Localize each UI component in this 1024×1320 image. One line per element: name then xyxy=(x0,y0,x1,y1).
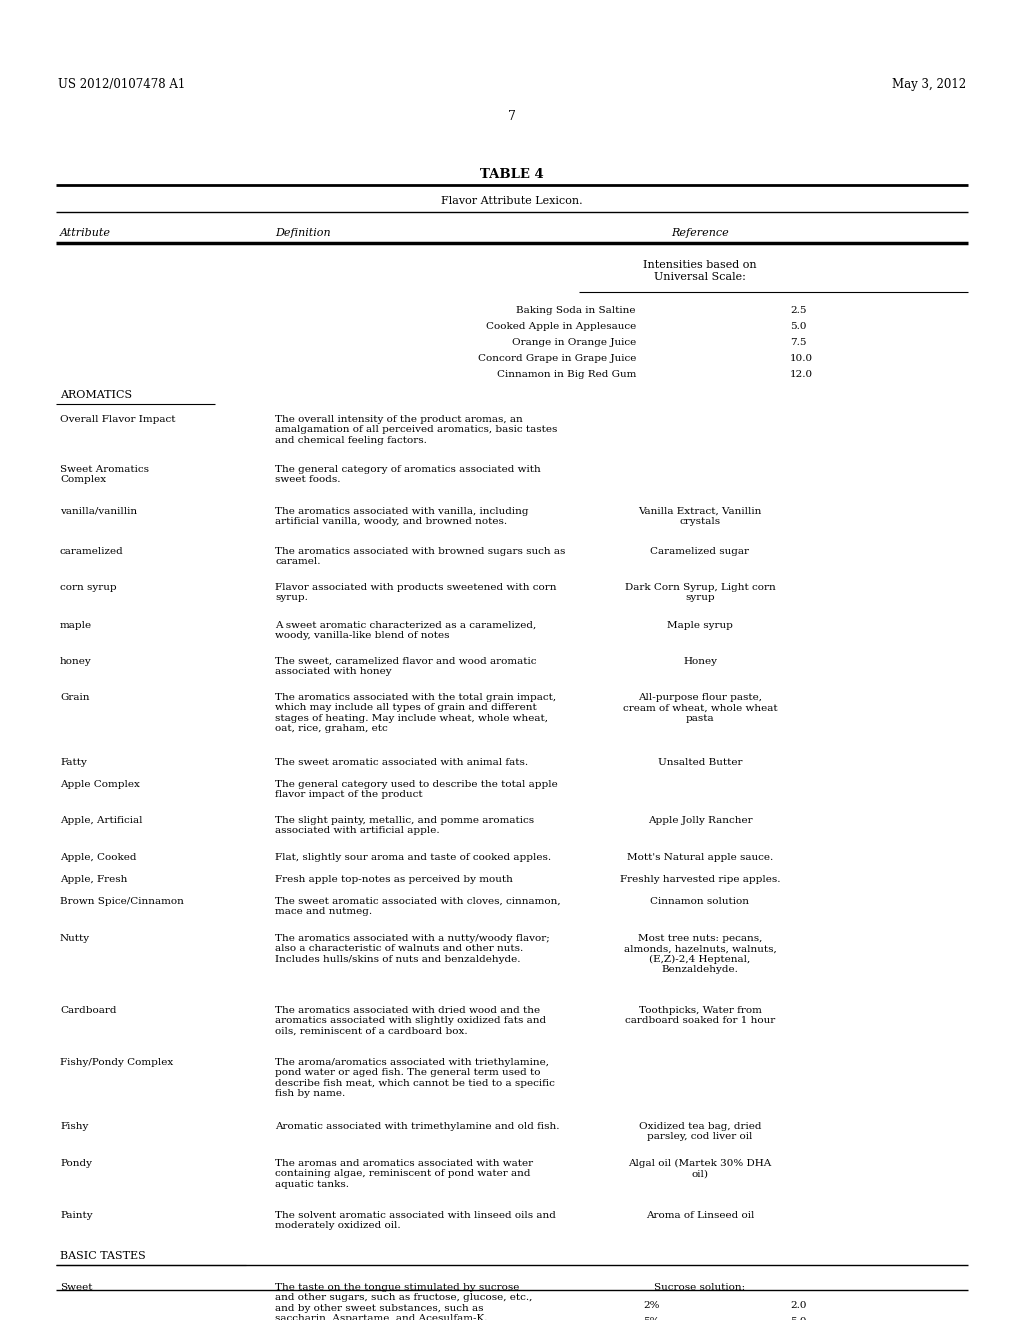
Text: The general category used to describe the total apple
flavor impact of the produ: The general category used to describe th… xyxy=(275,780,558,800)
Text: The overall intensity of the product aromas, an
amalgamation of all perceived ar: The overall intensity of the product aro… xyxy=(275,414,557,445)
Text: The aromatics associated with browned sugars such as
caramel.: The aromatics associated with browned su… xyxy=(275,546,565,566)
Text: corn syrup: corn syrup xyxy=(60,583,117,591)
Text: Caramelized sugar: Caramelized sugar xyxy=(650,546,750,556)
Text: The aromatics associated with vanilla, including
artificial vanilla, woody, and : The aromatics associated with vanilla, i… xyxy=(275,507,528,527)
Text: Sweet: Sweet xyxy=(60,1283,92,1292)
Text: honey: honey xyxy=(60,657,92,667)
Text: The sweet, caramelized flavor and wood aromatic
associated with honey: The sweet, caramelized flavor and wood a… xyxy=(275,657,537,676)
Text: AROMATICS: AROMATICS xyxy=(60,389,132,400)
Text: Concord Grape in Grape Juice: Concord Grape in Grape Juice xyxy=(477,354,636,363)
Text: Toothpicks, Water from
cardboard soaked for 1 hour: Toothpicks, Water from cardboard soaked … xyxy=(625,1006,775,1026)
Text: All-purpose flour paste,
cream of wheat, whole wheat
pasta: All-purpose flour paste, cream of wheat,… xyxy=(623,693,777,723)
Text: Apple, Cooked: Apple, Cooked xyxy=(60,853,136,862)
Text: The solvent aromatic associated with linseed oils and
moderately oxidized oil.: The solvent aromatic associated with lin… xyxy=(275,1210,556,1230)
Text: Cooked Apple in Applesauce: Cooked Apple in Applesauce xyxy=(485,322,636,331)
Text: Unsalted Butter: Unsalted Butter xyxy=(657,758,742,767)
Text: Overall Flavor Impact: Overall Flavor Impact xyxy=(60,414,175,424)
Text: Fishy: Fishy xyxy=(60,1122,88,1131)
Text: Most tree nuts: pecans,
almonds, hazelnuts, walnuts,
(E,Z)-2,4 Heptenal,
Benzald: Most tree nuts: pecans, almonds, hazelnu… xyxy=(624,935,776,974)
Text: 2%: 2% xyxy=(643,1302,660,1309)
Text: Cinnamon solution: Cinnamon solution xyxy=(650,898,750,906)
Text: The taste on the tongue stimulated by sucrose
and other sugars, such as fructose: The taste on the tongue stimulated by su… xyxy=(275,1283,532,1320)
Text: Fresh apple top-notes as perceived by mouth: Fresh apple top-notes as perceived by mo… xyxy=(275,875,513,884)
Text: Fatty: Fatty xyxy=(60,758,87,767)
Text: 5.0: 5.0 xyxy=(790,322,807,331)
Text: US 2012/0107478 A1: US 2012/0107478 A1 xyxy=(58,78,185,91)
Text: The slight painty, metallic, and pomme aromatics
associated with artificial appl: The slight painty, metallic, and pomme a… xyxy=(275,816,535,836)
Text: The sweet aromatic associated with cloves, cinnamon,
mace and nutmeg.: The sweet aromatic associated with clove… xyxy=(275,898,560,916)
Text: Pondy: Pondy xyxy=(60,1159,92,1168)
Text: 5.0: 5.0 xyxy=(790,1317,807,1320)
Text: 2.5: 2.5 xyxy=(790,306,807,315)
Text: Baking Soda in Saltine: Baking Soda in Saltine xyxy=(516,306,636,315)
Text: Apple Complex: Apple Complex xyxy=(60,780,140,789)
Text: maple: maple xyxy=(60,620,92,630)
Text: Freshly harvested ripe apples.: Freshly harvested ripe apples. xyxy=(620,875,780,884)
Text: The general category of aromatics associated with
sweet foods.: The general category of aromatics associ… xyxy=(275,465,541,484)
Text: Vanilla Extract, Vanillin
crystals: Vanilla Extract, Vanillin crystals xyxy=(638,507,762,527)
Text: Fishy/Pondy Complex: Fishy/Pondy Complex xyxy=(60,1059,173,1067)
Text: Aromatic associated with trimethylamine and old fish.: Aromatic associated with trimethylamine … xyxy=(275,1122,559,1131)
Text: 5%: 5% xyxy=(643,1317,660,1320)
Text: Mott's Natural apple sauce.: Mott's Natural apple sauce. xyxy=(627,853,773,862)
Text: Oxidized tea bag, dried
parsley, cod liver oil: Oxidized tea bag, dried parsley, cod liv… xyxy=(639,1122,761,1142)
Text: Brown Spice/Cinnamon: Brown Spice/Cinnamon xyxy=(60,898,184,906)
Text: Apple, Artificial: Apple, Artificial xyxy=(60,816,142,825)
Text: BASIC TASTES: BASIC TASTES xyxy=(60,1251,145,1261)
Text: Aroma of Linseed oil: Aroma of Linseed oil xyxy=(646,1210,755,1220)
Text: The aromatics associated with the total grain impact,
which may include all type: The aromatics associated with the total … xyxy=(275,693,556,733)
Text: Cinnamon in Big Red Gum: Cinnamon in Big Red Gum xyxy=(497,370,636,379)
Text: Honey: Honey xyxy=(683,657,717,667)
Text: The sweet aromatic associated with animal fats.: The sweet aromatic associated with anima… xyxy=(275,758,528,767)
Text: Intensities based on
Universal Scale:: Intensities based on Universal Scale: xyxy=(643,260,757,281)
Text: The aromatics associated with dried wood and the
aromatics associated with sligh: The aromatics associated with dried wood… xyxy=(275,1006,546,1036)
Text: May 3, 2012: May 3, 2012 xyxy=(892,78,966,91)
Text: Algal oil (Martek 30% DHA
oil): Algal oil (Martek 30% DHA oil) xyxy=(629,1159,772,1179)
Text: TABLE 4: TABLE 4 xyxy=(480,168,544,181)
Text: vanilla/vanillin: vanilla/vanillin xyxy=(60,507,137,516)
Text: Cardboard: Cardboard xyxy=(60,1006,117,1015)
Text: Flat, slightly sour aroma and taste of cooked apples.: Flat, slightly sour aroma and taste of c… xyxy=(275,853,551,862)
Text: 7.5: 7.5 xyxy=(790,338,807,347)
Text: Dark Corn Syrup, Light corn
syrup: Dark Corn Syrup, Light corn syrup xyxy=(625,583,775,602)
Text: The aromatics associated with a nutty/woody flavor;
also a characteristic of wal: The aromatics associated with a nutty/wo… xyxy=(275,935,550,964)
Text: 10.0: 10.0 xyxy=(790,354,813,363)
Text: Orange in Orange Juice: Orange in Orange Juice xyxy=(512,338,636,347)
Text: Attribute: Attribute xyxy=(60,228,111,238)
Text: caramelized: caramelized xyxy=(60,546,124,556)
Text: The aroma/aromatics associated with triethylamine,
pond water or aged fish. The : The aroma/aromatics associated with trie… xyxy=(275,1059,555,1098)
Text: Maple syrup: Maple syrup xyxy=(667,620,733,630)
Text: Reference: Reference xyxy=(671,228,729,238)
Text: The aromas and aromatics associated with water
containing algae, reminiscent of : The aromas and aromatics associated with… xyxy=(275,1159,534,1189)
Text: Grain: Grain xyxy=(60,693,89,702)
Text: Nutty: Nutty xyxy=(60,935,90,942)
Text: Painty: Painty xyxy=(60,1210,92,1220)
Text: Apple Jolly Rancher: Apple Jolly Rancher xyxy=(648,816,753,825)
Text: Apple, Fresh: Apple, Fresh xyxy=(60,875,127,884)
Text: Definition: Definition xyxy=(275,228,331,238)
Text: Flavor Attribute Lexicon.: Flavor Attribute Lexicon. xyxy=(441,195,583,206)
Text: Sweet Aromatics
Complex: Sweet Aromatics Complex xyxy=(60,465,150,484)
Text: Flavor associated with products sweetened with corn
syrup.: Flavor associated with products sweetene… xyxy=(275,583,556,602)
Text: Sucrose solution:: Sucrose solution: xyxy=(654,1283,745,1292)
Text: 2.0: 2.0 xyxy=(790,1302,807,1309)
Text: 12.0: 12.0 xyxy=(790,370,813,379)
Text: 7: 7 xyxy=(508,110,516,123)
Text: A sweet aromatic characterized as a caramelized,
woody, vanilla-like blend of no: A sweet aromatic characterized as a cara… xyxy=(275,620,537,640)
